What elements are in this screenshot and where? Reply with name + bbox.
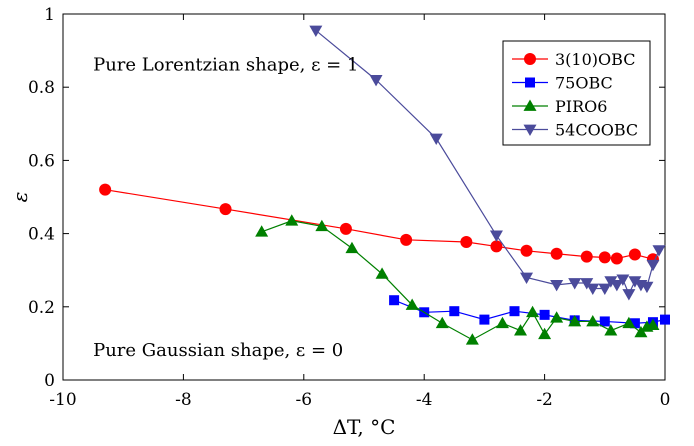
legend-label: PIRO6 (555, 97, 607, 116)
data-point (550, 311, 564, 323)
data-point (640, 281, 654, 294)
data-point (309, 25, 323, 37)
legend-label: 54COOBC (555, 121, 638, 140)
series-3(10)OBC (99, 183, 659, 266)
y-tick-label: 0.8 (28, 78, 55, 98)
data-point (622, 316, 636, 329)
data-point (646, 318, 660, 330)
data-point (389, 295, 400, 306)
legend-marker (524, 53, 536, 65)
y-axis-label: ε (8, 192, 32, 203)
x-tick-label: -8 (175, 390, 192, 410)
data-point (520, 272, 534, 285)
data-point (628, 248, 641, 261)
data-point (586, 283, 600, 295)
data-point (369, 75, 383, 87)
legend-marker (525, 77, 535, 88)
data-point (465, 333, 479, 345)
data-point (429, 133, 443, 145)
data-point (375, 267, 389, 279)
data-point (598, 251, 611, 264)
legend: 3(10)OBC 75OBC PIRO6 54COOBC (502, 40, 651, 146)
data-point (586, 314, 600, 327)
data-point (629, 318, 640, 329)
data-point (598, 283, 612, 295)
data-point (509, 306, 520, 317)
x-tick-label: -10 (49, 390, 76, 410)
legend-item: 75OBC (512, 74, 613, 93)
y-tick-label: 0.2 (28, 298, 55, 318)
data-point (568, 278, 582, 290)
plot-frame (62, 13, 666, 381)
data-point (550, 279, 564, 292)
data-point (255, 225, 269, 237)
ticks: -10 -8 -6 -4 -2 0 0 0.2 0.4 0.6 0.8 1 (28, 5, 670, 410)
data-point (538, 327, 552, 340)
data-point (652, 245, 666, 257)
data-point (400, 233, 413, 246)
legend-item: 54COOBC (512, 121, 638, 140)
x-tick-label: -4 (416, 390, 433, 410)
data-point (495, 316, 509, 329)
series-54COOBC (309, 25, 666, 301)
data-point (405, 298, 419, 310)
data-point (435, 316, 449, 329)
data-point (539, 309, 550, 320)
series-line (105, 189, 654, 260)
series-PIRO6 (255, 214, 660, 345)
data-point (660, 314, 670, 325)
data-point (622, 289, 636, 301)
data-point (489, 230, 503, 242)
series-layer (99, 25, 670, 345)
data-point (604, 324, 618, 336)
x-tick-label: -2 (536, 390, 553, 410)
data-point (490, 240, 503, 253)
data-point (646, 259, 660, 272)
legend-marker (523, 99, 537, 111)
data-point (449, 306, 460, 317)
data-point (610, 279, 624, 292)
data-point (568, 314, 582, 327)
data-point (610, 252, 623, 265)
x-tick-label: 0 (660, 390, 671, 410)
data-point (219, 203, 232, 216)
annotations: Pure Lorentzian shape, ε = 1 Pure Gaussia… (93, 55, 358, 361)
data-point (526, 305, 540, 318)
x-tick-label: -6 (296, 390, 313, 410)
legend-label: 75OBC (555, 74, 613, 93)
data-point (599, 316, 610, 327)
data-point (628, 276, 642, 288)
data-point (99, 183, 112, 196)
legend-item: PIRO6 (512, 97, 607, 116)
annotation: Pure Gaussian shape, ε = 0 (93, 340, 343, 361)
data-point (345, 241, 359, 254)
legend-marker (523, 124, 537, 136)
data-point (315, 219, 329, 232)
data-point (514, 324, 528, 336)
x-axis-label: ΔT, °C (333, 415, 396, 439)
data-point (520, 244, 533, 257)
y-tick-label: 0 (44, 371, 55, 391)
y-tick-label: 0.6 (28, 151, 55, 171)
legend-label: 3(10)OBC (555, 50, 635, 69)
data-point (479, 314, 490, 325)
data-point (616, 274, 630, 286)
data-point (285, 214, 299, 226)
data-point (604, 276, 618, 288)
y-tick-label: 1 (44, 5, 55, 25)
data-point (580, 250, 593, 263)
data-point (339, 222, 352, 235)
annotation: Pure Lorentzian shape, ε = 1 (93, 55, 358, 76)
y-tick-label: 0.4 (28, 225, 55, 245)
data-point (460, 236, 473, 249)
data-point (550, 247, 563, 260)
legend-item: 3(10)OBC (512, 50, 635, 69)
